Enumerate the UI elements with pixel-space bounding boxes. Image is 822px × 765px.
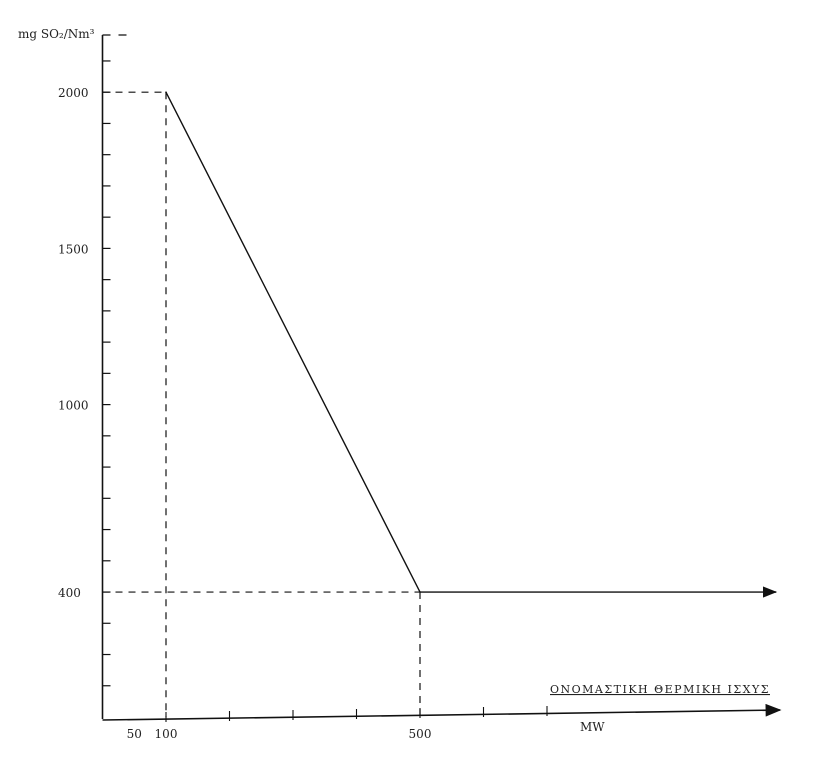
data-point (165, 91, 167, 93)
data-point (774, 591, 777, 593)
limit-line (165, 91, 777, 598)
data-point (419, 591, 421, 593)
x-axis-unit: MW (580, 720, 605, 734)
x-tick-label: 50 (127, 727, 142, 741)
y-tick-label: 400 (58, 586, 81, 600)
y-tick-label: 2000 (58, 86, 89, 100)
x-tick-label: 100 (155, 727, 178, 741)
y-tick-label: 1000 (58, 399, 89, 413)
x-axis (102, 703, 782, 721)
y-tick-label: 1500 (58, 242, 89, 256)
y-axis-label: mg SO₂/Nm³ (18, 27, 95, 41)
x-axis-label: ΟΝΟΜΑΣΤΙΚΗ ΘΕΡΜΙΚΗ ΙΣΧΥΣ (550, 683, 770, 696)
x-tick-label: 500 (409, 727, 432, 741)
